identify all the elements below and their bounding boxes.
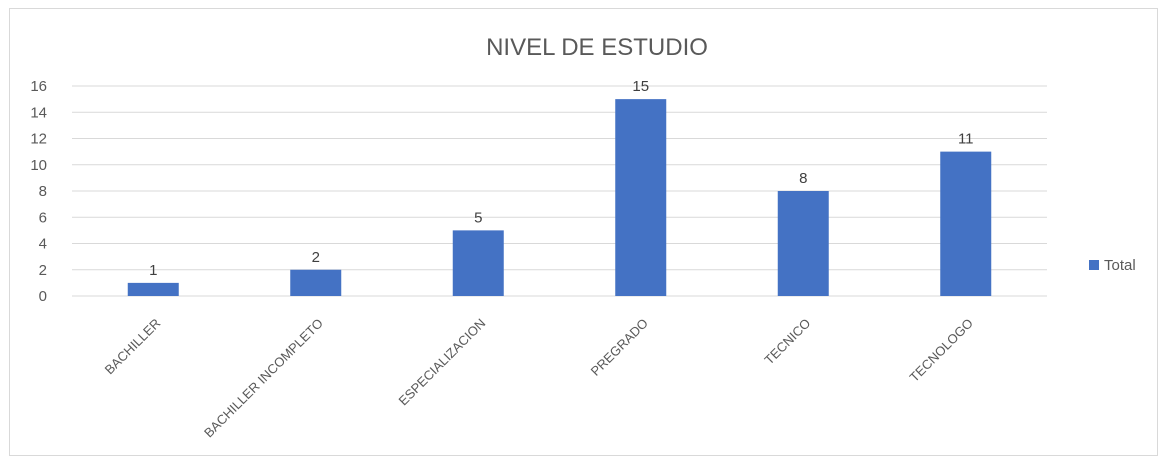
gridlines <box>72 85 1047 297</box>
data-label: 15 <box>632 78 649 95</box>
x-tick-label: ESPECIALIZACION <box>396 316 489 409</box>
y-tick-label: 10 <box>30 157 47 174</box>
data-label: 2 <box>312 249 320 266</box>
x-axis-labels: BACHILLER BACHILLER INCOMPLETO ESPECIALIZA… <box>102 316 976 441</box>
legend: Total <box>1089 257 1136 274</box>
y-axis-ticks: 0 2 4 6 8 10 12 14 16 <box>30 78 47 305</box>
data-label: 11 <box>958 131 974 148</box>
x-tick-label: TECNOLOGO <box>907 316 976 385</box>
data-label: 5 <box>474 209 482 226</box>
data-label: 8 <box>799 170 807 187</box>
y-tick-label: 12 <box>30 131 47 148</box>
x-tick-label: BACHILLER <box>102 316 164 378</box>
bar <box>290 269 342 296</box>
bar <box>615 99 667 296</box>
x-tick-label: BACHILLER INCOMPLETO <box>201 316 326 441</box>
data-label: 1 <box>149 262 157 279</box>
x-tick-label: PREGRADO <box>588 316 651 379</box>
data-labels: 1 2 5 15 8 11 <box>149 78 973 279</box>
chart-title: NIVEL DE ESTUDIO <box>486 34 708 61</box>
y-tick-label: 14 <box>30 104 47 121</box>
y-tick-label: 8 <box>39 183 47 200</box>
y-tick-label: 4 <box>39 236 47 253</box>
bar <box>452 230 504 296</box>
x-tick-label: TECNICO <box>761 316 813 368</box>
bar <box>777 191 829 296</box>
y-tick-label: 0 <box>39 288 47 305</box>
legend-label-total: Total <box>1104 257 1136 274</box>
bar <box>940 151 992 296</box>
y-tick-label: 2 <box>39 262 47 279</box>
bar <box>127 282 179 296</box>
legend-swatch <box>1089 260 1099 270</box>
y-tick-label: 6 <box>39 209 47 226</box>
bars <box>127 99 992 296</box>
y-tick-label: 16 <box>30 78 47 95</box>
